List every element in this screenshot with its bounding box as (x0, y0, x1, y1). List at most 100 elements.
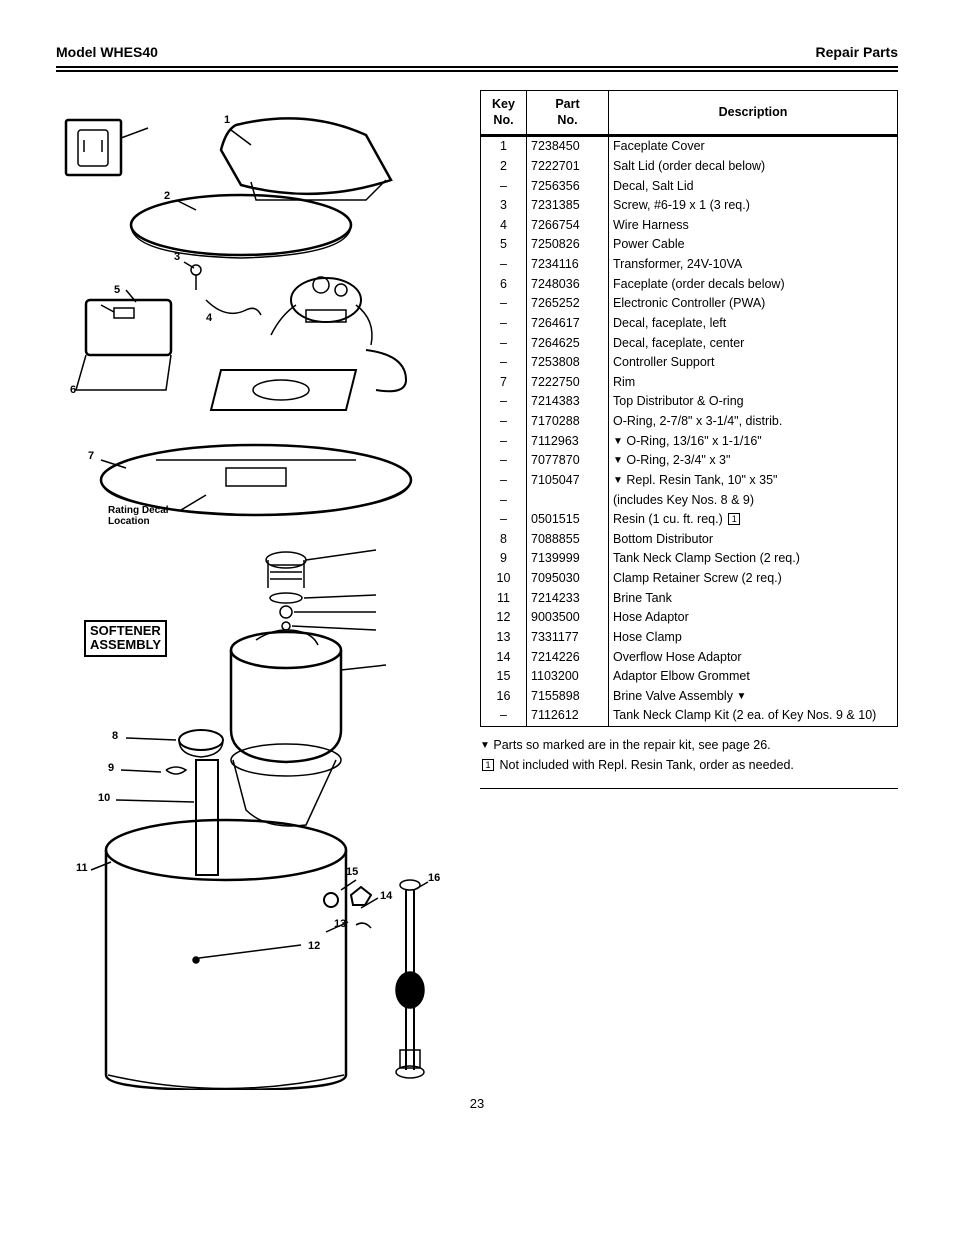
content-area: 1 2 3 4 5 6 7 8 9 10 11 12 13 14 15 16 S… (56, 90, 898, 1090)
cell-desc: Controller Support (609, 353, 898, 373)
table-row: 167155898Brine Valve Assembly ▼ (481, 687, 898, 707)
header-desc: Description (609, 91, 898, 136)
cell-desc: Overflow Hose Adaptor (609, 648, 898, 668)
table-row: 129003500Hose Adaptor (481, 608, 898, 628)
rating-label-line1: Rating Decal (108, 505, 169, 516)
table-row: –7105047▼ Repl. Resin Tank, 10" x 35" (481, 471, 898, 491)
cell-key: 15 (481, 667, 527, 687)
cell-key: 14 (481, 648, 527, 668)
footer-rule (480, 788, 898, 789)
cell-desc: Brine Tank (609, 589, 898, 609)
cell-part: 7256356 (527, 177, 609, 197)
table-row: 151103200Adaptor Elbow Grommet (481, 667, 898, 687)
cell-part: 7264617 (527, 314, 609, 334)
triangle-icon: ▼ (613, 475, 623, 488)
section-title: Repair Parts (816, 44, 898, 60)
cell-desc: Rim (609, 373, 898, 393)
triangle-icon: ▼ (613, 436, 623, 449)
cell-part: 7170288 (527, 412, 609, 432)
table-row: 37231385Screw, #6-19 x 1 (3 req.) (481, 196, 898, 216)
callout-5: 5 (114, 284, 120, 296)
diagram-column: 1 2 3 4 5 6 7 8 9 10 11 12 13 14 15 16 S… (56, 90, 456, 1090)
cell-part: 7265252 (527, 294, 609, 314)
callout-1: 1 (224, 114, 230, 126)
table-row: –7077870▼ O-Ring, 2-3/4" x 3" (481, 451, 898, 471)
callout-11: 11 (76, 862, 88, 874)
cell-desc: Clamp Retainer Screw (2 req.) (609, 569, 898, 589)
callout-14: 14 (380, 890, 392, 902)
cell-part (527, 491, 609, 511)
cell-part: 1103200 (527, 667, 609, 687)
table-row: –7256356Decal, Salt Lid (481, 177, 898, 197)
cell-key: – (481, 510, 527, 530)
table-row: –7112963▼ O-Ring, 13/16" x 1-1/16" (481, 432, 898, 452)
cell-desc: Top Distributor & O-ring (609, 392, 898, 412)
cell-key: – (481, 294, 527, 314)
callout-16: 16 (428, 872, 440, 884)
cell-desc: Decal, Salt Lid (609, 177, 898, 197)
callout-13: 13 (334, 918, 346, 930)
cell-key: 1 (481, 136, 527, 157)
table-header-row: KeyNo. PartNo. Description (481, 91, 898, 136)
table-row: –7214383Top Distributor & O-ring (481, 392, 898, 412)
cell-desc: Resin (1 cu. ft. req.) 1 (609, 510, 898, 530)
cell-key: 5 (481, 235, 527, 255)
model-label: Model WHES40 (56, 44, 158, 60)
cell-key: – (481, 432, 527, 452)
footnote-1: ▼ Parts so marked are in the repair kit,… (480, 737, 898, 754)
callout-8: 8 (112, 730, 118, 742)
cell-key: 9 (481, 549, 527, 569)
footnote-2-text: Not included with Repl. Resin Tank, orde… (499, 758, 793, 772)
cell-part: 7266754 (527, 216, 609, 236)
table-row: 27222701Salt Lid (order decal below) (481, 157, 898, 177)
cell-part: 7331177 (527, 628, 609, 648)
cell-desc: ▼ O-Ring, 13/16" x 1-1/16" (609, 432, 898, 452)
cell-key: – (481, 451, 527, 471)
table-row: 137331177Hose Clamp (481, 628, 898, 648)
cell-key: 8 (481, 530, 527, 550)
cell-desc: Tank Neck Clamp Kit (2 ea. of Key Nos. 9… (609, 706, 898, 726)
boxed-1-icon: 1 (728, 513, 740, 525)
rating-decal-label: Rating Decal Location (108, 505, 169, 527)
cell-desc: Decal, faceplate, center (609, 334, 898, 354)
rating-label-line2: Location (108, 516, 150, 527)
cell-key: 3 (481, 196, 527, 216)
cell-part: 7234116 (527, 255, 609, 275)
cell-desc: Decal, faceplate, left (609, 314, 898, 334)
cell-desc: Tank Neck Clamp Section (2 req.) (609, 549, 898, 569)
page-header: Model WHES40 Repair Parts (56, 44, 898, 60)
cell-key: 2 (481, 157, 527, 177)
softener-assembly-label: SOFTENER ASSEMBLY (84, 620, 167, 657)
table-row: –7253808Controller Support (481, 353, 898, 373)
softener-label-line2: ASSEMBLY (90, 637, 161, 652)
table-row: 17238450Faceplate Cover (481, 136, 898, 157)
cell-key: – (481, 314, 527, 334)
cell-part: 0501515 (527, 510, 609, 530)
cell-key: 13 (481, 628, 527, 648)
cell-key: – (481, 334, 527, 354)
cell-desc: Transformer, 24V-10VA (609, 255, 898, 275)
cell-desc: O-Ring, 2-7/8" x 3-1/4", distrib. (609, 412, 898, 432)
callout-10: 10 (98, 792, 110, 804)
table-row: –0501515Resin (1 cu. ft. req.) 1 (481, 510, 898, 530)
cell-desc: Faceplate (order decals below) (609, 275, 898, 295)
cell-part: 7250826 (527, 235, 609, 255)
table-row: 77222750Rim (481, 373, 898, 393)
table-row: 57250826Power Cable (481, 235, 898, 255)
cell-key: – (481, 177, 527, 197)
cell-part: 7231385 (527, 196, 609, 216)
cell-part: 7222750 (527, 373, 609, 393)
header-part: PartNo. (527, 91, 609, 136)
cell-part: 9003500 (527, 608, 609, 628)
cell-key: – (481, 491, 527, 511)
table-row: 107095030Clamp Retainer Screw (2 req.) (481, 569, 898, 589)
table-row: –7112612Tank Neck Clamp Kit (2 ea. of Ke… (481, 706, 898, 726)
parts-tbody: 17238450Faceplate Cover27222701Salt Lid … (481, 136, 898, 727)
cell-part: 7214383 (527, 392, 609, 412)
callout-6: 6 (70, 384, 76, 396)
cell-desc: Brine Valve Assembly ▼ (609, 687, 898, 707)
cell-key: – (481, 392, 527, 412)
cell-key: – (481, 353, 527, 373)
cell-desc: ▼ Repl. Resin Tank, 10" x 35" (609, 471, 898, 491)
footnote-2: 1 Not included with Repl. Resin Tank, or… (480, 757, 898, 774)
